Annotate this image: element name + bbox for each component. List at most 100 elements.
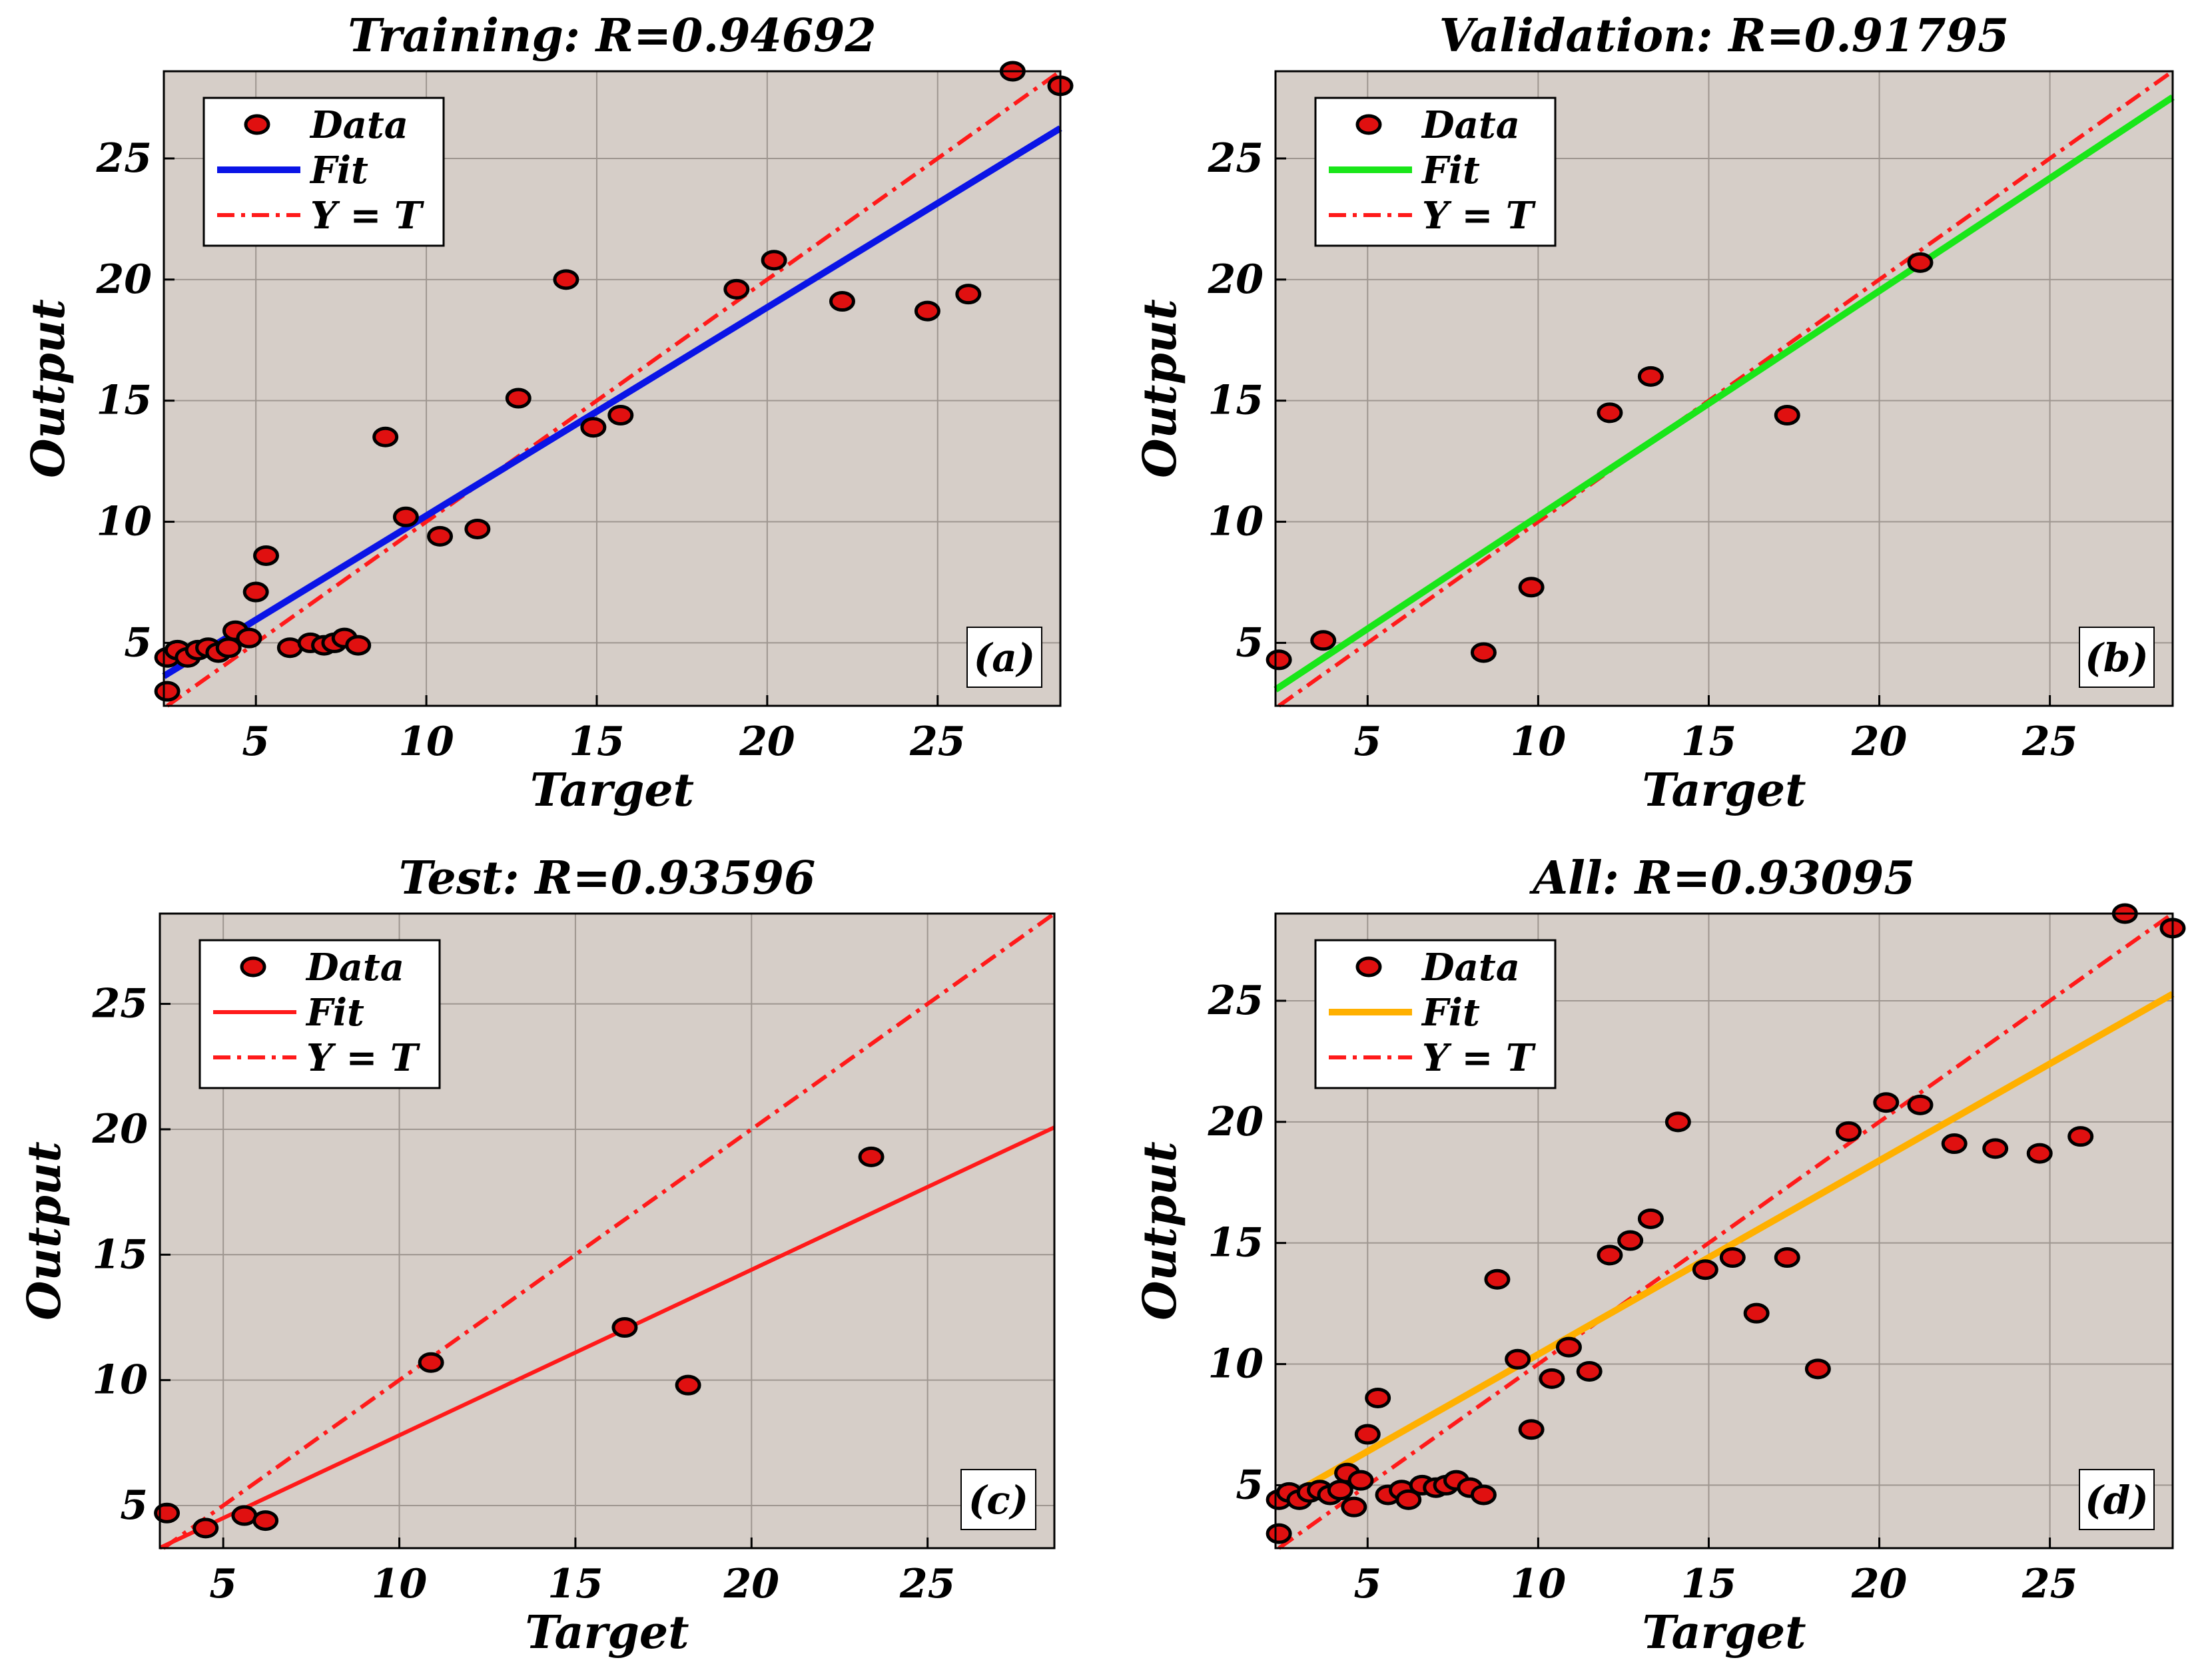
- data-point: [955, 284, 982, 305]
- legend-identity-label: Y = T: [1422, 1036, 1537, 1080]
- x-tick-label: 10: [372, 1561, 428, 1607]
- data-point: [1907, 1094, 1934, 1115]
- x-tick-label: 20: [1851, 1561, 1908, 1607]
- data-point: [392, 506, 419, 527]
- legend-data-label: Data: [309, 103, 408, 147]
- legend-test: Data Fit Y = T: [198, 939, 441, 1089]
- x-tick-label: 5: [209, 1561, 237, 1607]
- data-point: [723, 278, 750, 300]
- legend-training: Data Fit Y = T: [202, 97, 445, 247]
- legend-fit-label: Fit: [1421, 148, 1480, 192]
- y-tick-label: 25: [1208, 135, 1264, 182]
- data-points-test: [154, 1146, 885, 1539]
- identity-line-validation: [1278, 69, 2174, 708]
- y-tick-label: 15: [1208, 1220, 1264, 1266]
- identity-line-all: [1278, 912, 2174, 1550]
- legend-marker-icon: [1355, 114, 1382, 135]
- fit-line-training: [162, 125, 1062, 679]
- x-tick-label: 20: [739, 718, 795, 765]
- data-point: [1327, 1480, 1353, 1501]
- data-point: [580, 417, 607, 438]
- x-tick-label: 5: [1353, 718, 1381, 765]
- legend-identity-label: Y = T: [306, 1036, 421, 1080]
- x-tick-label: 25: [909, 718, 966, 765]
- fit-line-all: [1274, 991, 2175, 1507]
- data-point: [2067, 1126, 2094, 1147]
- legend-marker-icon: [1355, 956, 1382, 978]
- legend-fit-label: Fit: [1421, 991, 1480, 1035]
- y-tick-label: 10: [97, 499, 153, 545]
- x-tick-label: 10: [1511, 718, 1567, 765]
- data-point: [215, 637, 242, 659]
- identity-line: [166, 69, 1062, 708]
- data-point: [1518, 577, 1545, 598]
- data-point: [1835, 1121, 1862, 1142]
- legend-marker-icon: [244, 114, 270, 135]
- data-point: [236, 627, 262, 649]
- x-tick-label: 10: [1511, 1561, 1567, 1607]
- data-point: [418, 1352, 444, 1373]
- data-point: [829, 291, 855, 312]
- data-points-validation: [1266, 252, 1934, 671]
- ylabel-all: Output: [1134, 1141, 1187, 1320]
- data-point: [914, 300, 940, 322]
- title-test: Test: R=0.93596: [399, 852, 816, 905]
- legend-data-label: Data: [1421, 946, 1520, 989]
- ticks-test: 5 10 15 20 25 5 10 15 20 25: [92, 981, 956, 1607]
- x-tick-label: 15: [1681, 718, 1737, 765]
- ticks-training: 5 10 15 20 25 5 10 15 20 25: [96, 135, 966, 765]
- legend-box-training: [202, 97, 445, 247]
- legend-marker-icon: [240, 956, 266, 978]
- data-point: [1941, 1133, 1968, 1155]
- data-point: [858, 1146, 885, 1167]
- y-tick-label: 5: [120, 1482, 148, 1529]
- data-point: [607, 405, 634, 426]
- title-validation: Validation: R=0.91795: [1439, 9, 2010, 63]
- identity-line: [162, 912, 1056, 1550]
- legend-identity-label: Y = T: [1422, 194, 1537, 238]
- x-tick-label: 15: [1681, 1561, 1737, 1607]
- data-point: [1266, 1523, 1292, 1544]
- legend-fit-label: Fit: [309, 148, 368, 192]
- fit-line-test: [159, 1125, 1056, 1550]
- legend-data-label: Data: [1421, 103, 1520, 147]
- identity-line-training: [166, 69, 1062, 708]
- ylabel-training: Output: [22, 299, 75, 477]
- panel-label-text: (b): [2085, 635, 2148, 681]
- title-training: Training: R=0.94692: [348, 9, 876, 63]
- axes-frame-test: [159, 912, 1056, 1549]
- x-tick-label: 20: [1851, 718, 1908, 765]
- data-point: [464, 518, 491, 539]
- data-point: [1774, 1247, 1800, 1268]
- panel-all: 5 10 15 20 25 5 10 15 20 25 All: R=0.93095 Target…: [1134, 852, 2186, 1659]
- data-point: [1539, 1368, 1565, 1389]
- data-point: [1395, 1489, 1422, 1510]
- data-point: [1354, 1424, 1381, 1445]
- data-point: [1576, 1360, 1603, 1382]
- fit-line: [1274, 991, 2175, 1507]
- axes-frame-training: [163, 70, 1062, 707]
- data-point: [154, 1502, 181, 1524]
- data-point: [553, 269, 579, 290]
- y-tick-label: 15: [93, 1231, 149, 1278]
- data-point: [372, 426, 399, 447]
- data-point: [1505, 1348, 1531, 1370]
- data-point: [345, 635, 372, 656]
- legend-all: Data Fit Y = T: [1314, 939, 1557, 1089]
- fit-line-validation: [1274, 94, 2175, 693]
- ylabel-test: Output: [18, 1141, 71, 1320]
- data-point: [1310, 630, 1337, 651]
- identity-line-test: [162, 912, 1056, 1550]
- data-point: [2026, 1143, 2053, 1164]
- data-point: [154, 681, 181, 702]
- data-point: [427, 525, 454, 547]
- x-tick-label: 5: [242, 718, 270, 765]
- data-point: [1555, 1336, 1582, 1358]
- y-tick-label: 20: [92, 1106, 149, 1153]
- identity-line: [1278, 69, 2174, 708]
- legend-validation: Data Fit Y = T: [1314, 97, 1557, 247]
- xlabel-test: Target: [525, 1606, 689, 1659]
- data-point: [1597, 1245, 1623, 1266]
- y-tick-label: 20: [96, 256, 153, 303]
